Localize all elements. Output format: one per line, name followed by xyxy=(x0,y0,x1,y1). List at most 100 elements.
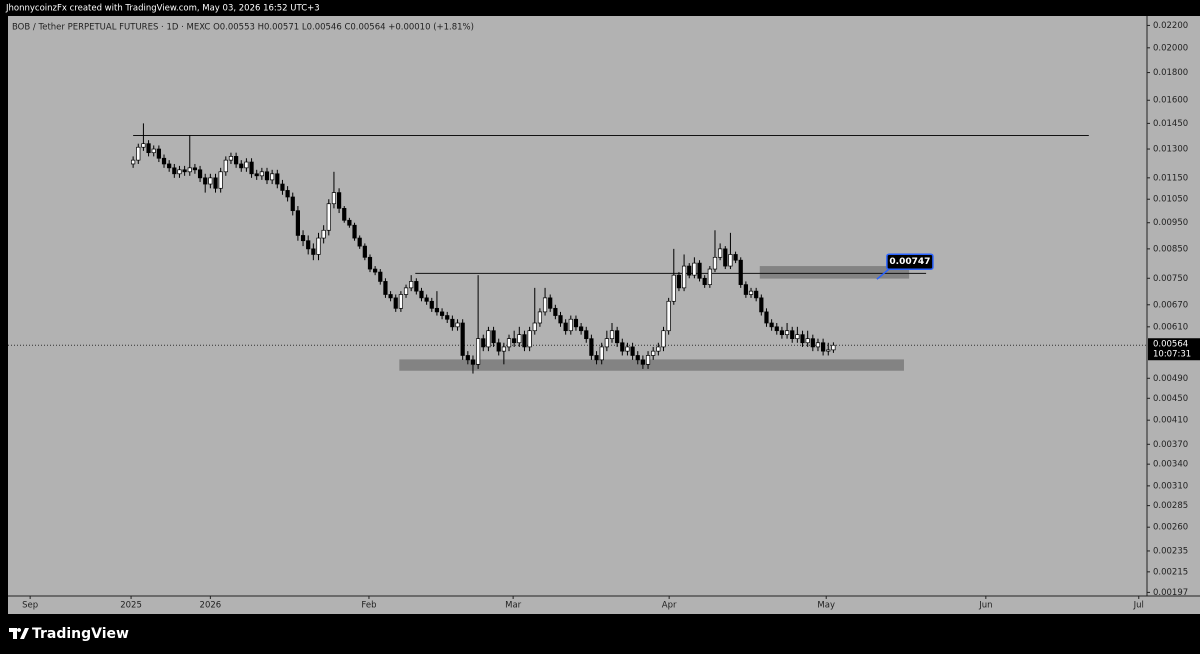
candle-body xyxy=(249,161,254,175)
candle-body xyxy=(192,167,198,171)
candle-body xyxy=(388,294,393,299)
candle-body xyxy=(754,290,759,299)
x-tick-label: Mar xyxy=(505,601,522,611)
candle-body xyxy=(486,330,491,348)
candle-body xyxy=(213,177,218,189)
candle-body xyxy=(537,311,543,324)
candle-body xyxy=(712,256,718,270)
candle-body xyxy=(599,346,604,361)
candle-body xyxy=(316,237,321,255)
candle-body xyxy=(790,330,795,340)
x-tick-label: Apr xyxy=(662,601,677,611)
candle-body xyxy=(151,148,156,154)
candle-body xyxy=(177,169,182,175)
candle-body xyxy=(512,338,517,344)
candle-body xyxy=(697,262,702,279)
candle-body xyxy=(331,192,337,205)
y-tick-label: 0.01150 xyxy=(1153,173,1188,183)
candle-body xyxy=(275,173,280,185)
candle-body xyxy=(136,146,141,161)
candle-body xyxy=(491,330,496,344)
candle-body xyxy=(146,143,151,154)
candle-body xyxy=(223,159,228,173)
y-tick-label: 0.01050 xyxy=(1153,195,1188,205)
candle-body xyxy=(352,224,357,239)
countdown: 10:07:31 xyxy=(1153,350,1191,360)
price-axis xyxy=(1147,16,1200,596)
y-tick-label: 0.01450 xyxy=(1153,119,1188,129)
candle-body xyxy=(671,274,676,302)
candle-body xyxy=(589,338,594,356)
callout-pointer xyxy=(876,268,890,280)
candle-body xyxy=(774,326,779,332)
candle-body xyxy=(455,322,460,328)
candle-body xyxy=(609,330,615,340)
zone xyxy=(759,266,910,279)
candle-body xyxy=(434,307,440,313)
candle-body xyxy=(558,315,563,324)
candle-body xyxy=(784,330,790,336)
y-tick-label: 0.00310 xyxy=(1153,481,1188,491)
footer-brand: TradingView xyxy=(32,626,129,642)
candle-body xyxy=(290,196,295,212)
candle-body xyxy=(465,355,470,361)
candle-body xyxy=(172,167,177,175)
candle-body xyxy=(681,265,687,289)
time-axis xyxy=(8,596,1200,614)
y-tick-label: 0.01300 xyxy=(1153,145,1188,155)
candle-body xyxy=(141,143,146,148)
candle-body xyxy=(445,315,450,320)
y-tick-label: 0.00410 xyxy=(1153,416,1188,426)
candle-body xyxy=(280,183,285,191)
y-tick-label: 0.01600 xyxy=(1153,96,1188,106)
candle-body xyxy=(460,322,465,356)
candle-body xyxy=(311,248,316,255)
price-tag-label: 0.00564 xyxy=(1153,340,1188,350)
candle-body xyxy=(414,281,419,292)
candle-body xyxy=(635,355,640,361)
candle-body xyxy=(748,290,754,295)
candle-body xyxy=(795,334,800,340)
candle-body xyxy=(208,177,213,185)
x-tick-label: Jul xyxy=(1133,601,1144,611)
candle-body xyxy=(197,169,203,179)
candle-body xyxy=(393,297,398,309)
candle-body xyxy=(203,177,208,185)
candle-body xyxy=(779,330,785,336)
candle-body xyxy=(239,163,244,169)
callout-label: 0.00747 xyxy=(889,257,930,267)
candle-body xyxy=(501,346,506,352)
candle-body xyxy=(409,281,414,289)
candle-body xyxy=(568,318,573,332)
x-tick-label: 2026 xyxy=(200,601,222,611)
candle-body xyxy=(645,355,651,365)
candle-body xyxy=(398,294,403,309)
candle-body xyxy=(218,171,223,189)
candle-body xyxy=(182,169,187,173)
candle-body xyxy=(728,254,733,267)
candle-body xyxy=(481,338,486,348)
candle-body xyxy=(615,330,620,344)
candle-body xyxy=(692,262,697,276)
candle-body xyxy=(733,254,738,261)
candle-body xyxy=(532,322,537,332)
y-tick-label: 0.00340 xyxy=(1153,460,1188,470)
candle-body xyxy=(424,297,429,302)
candle-body xyxy=(656,346,661,352)
candle-body xyxy=(759,297,764,313)
candle-body xyxy=(300,235,306,242)
candle-body xyxy=(661,330,666,348)
zone xyxy=(399,359,904,371)
candle-body xyxy=(630,346,635,356)
candle-body xyxy=(815,342,821,348)
candle-body xyxy=(764,311,769,324)
candle-body xyxy=(264,171,270,181)
candle-body xyxy=(707,268,712,285)
candle-body xyxy=(496,342,501,352)
y-tick-label: 0.00450 xyxy=(1153,394,1188,404)
candle-body xyxy=(347,219,352,226)
candle-body xyxy=(620,342,625,352)
legend: BOB / Tether PERPETUAL FUTURES · 1D · ME… xyxy=(12,23,474,33)
candle-body xyxy=(342,207,347,221)
candle-body xyxy=(506,338,512,348)
